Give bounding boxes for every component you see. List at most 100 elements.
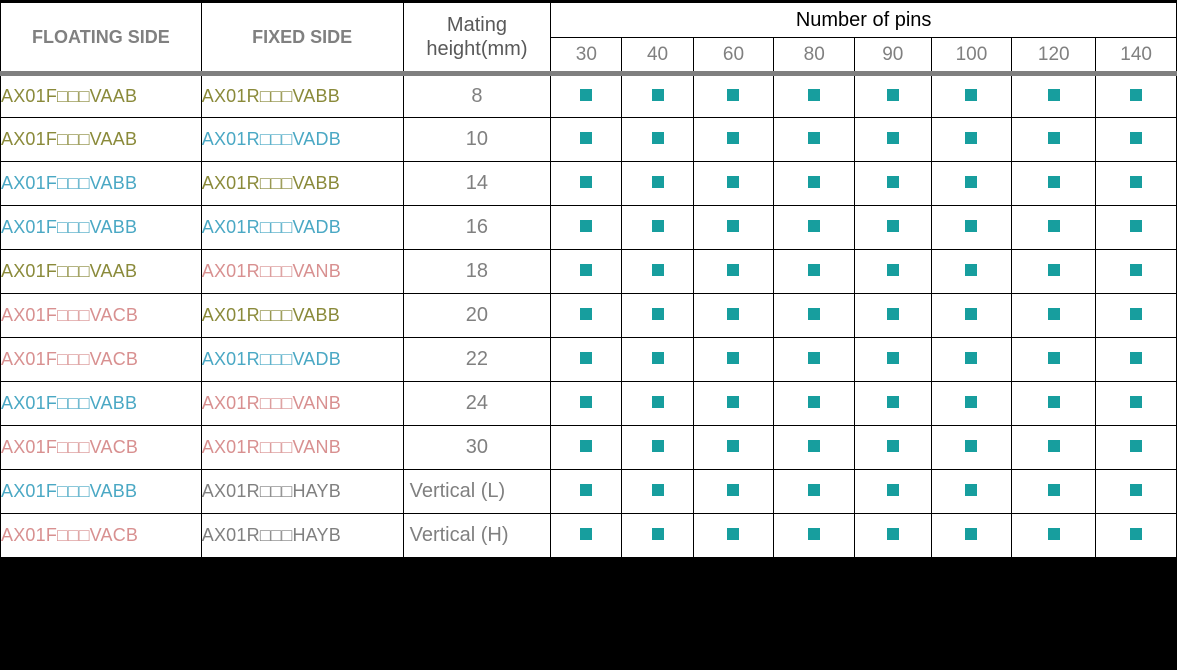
available-marker-icon	[965, 528, 977, 540]
available-marker-icon	[808, 264, 820, 276]
available-marker-icon	[1130, 220, 1142, 232]
available-marker-icon	[1048, 176, 1060, 188]
floating-part: AX01F□□□VABB	[1, 206, 202, 250]
available-marker-icon	[580, 176, 592, 188]
pin-cell	[622, 294, 693, 338]
available-marker-icon	[887, 528, 899, 540]
pin-cell	[1012, 382, 1096, 426]
pin-cell	[693, 470, 774, 514]
available-marker-icon	[887, 352, 899, 364]
floating-part: AX01F□□□VACB	[1, 338, 202, 382]
available-marker-icon	[727, 220, 739, 232]
available-marker-icon	[808, 89, 820, 101]
pin-cell	[774, 250, 855, 294]
pin-cell	[1012, 162, 1096, 206]
pin-cell	[622, 250, 693, 294]
available-marker-icon	[808, 528, 820, 540]
available-marker-icon	[808, 308, 820, 320]
available-marker-icon	[727, 89, 739, 101]
pin-cell	[622, 338, 693, 382]
floating-part: AX01F□□□VAAB	[1, 250, 202, 294]
available-marker-icon	[1130, 176, 1142, 188]
available-marker-icon	[1048, 528, 1060, 540]
available-marker-icon	[1048, 440, 1060, 452]
fixed-part: AX01R□□□VABB	[201, 74, 403, 118]
available-marker-icon	[1130, 89, 1142, 101]
available-marker-icon	[808, 176, 820, 188]
col-pin-100: 100	[931, 38, 1012, 74]
available-marker-icon	[727, 264, 739, 276]
col-floating-side: FLOATING SIDE	[1, 2, 202, 74]
pin-cell	[1096, 514, 1177, 558]
pin-cell	[551, 162, 622, 206]
mating-line2: height(mm)	[426, 38, 527, 60]
available-marker-icon	[887, 89, 899, 101]
available-marker-icon	[652, 396, 664, 408]
pin-cell	[931, 514, 1012, 558]
available-marker-icon	[887, 484, 899, 496]
pin-cell	[551, 294, 622, 338]
pin-cell	[1096, 382, 1177, 426]
available-marker-icon	[887, 220, 899, 232]
mating-height-value: 20	[403, 294, 551, 338]
available-marker-icon	[1048, 132, 1060, 144]
available-marker-icon	[652, 440, 664, 452]
fixed-part: AX01R□□□VANB	[201, 426, 403, 470]
pin-cell	[551, 118, 622, 162]
available-marker-icon	[1048, 89, 1060, 101]
floating-part: AX01F□□□VAAB	[1, 118, 202, 162]
available-marker-icon	[1130, 396, 1142, 408]
available-marker-icon	[965, 132, 977, 144]
pin-cell	[622, 426, 693, 470]
available-marker-icon	[1048, 220, 1060, 232]
mating-height-value: 16	[403, 206, 551, 250]
floating-part: AX01F□□□VACB	[1, 426, 202, 470]
pin-cell	[774, 426, 855, 470]
mating-line1: Mating	[447, 14, 507, 36]
available-marker-icon	[1048, 352, 1060, 364]
pin-cell	[693, 162, 774, 206]
fixed-part: AX01R□□□VADB	[201, 118, 403, 162]
pin-cell	[551, 206, 622, 250]
pin-cell	[855, 382, 931, 426]
fixed-part: AX01R□□□VABB	[201, 294, 403, 338]
available-marker-icon	[652, 132, 664, 144]
available-marker-icon	[580, 132, 592, 144]
table-row: AX01F□□□VAABAX01R□□□VADB10	[1, 118, 1177, 162]
table-body: AX01F□□□VAABAX01R□□□VABB8AX01F□□□VAABAX0…	[1, 74, 1177, 558]
table-row: AX01F□□□VABBAX01R□□□VANB24	[1, 382, 1177, 426]
pin-cell	[1012, 250, 1096, 294]
col-mating-height: Mating height(mm)	[403, 2, 551, 74]
available-marker-icon	[965, 89, 977, 101]
available-marker-icon	[965, 308, 977, 320]
available-marker-icon	[1130, 352, 1142, 364]
col-pin-30: 30	[551, 38, 622, 74]
pin-cell	[855, 206, 931, 250]
compatibility-table: FLOATING SIDE FIXED SIDE Mating height(m…	[0, 0, 1177, 558]
available-marker-icon	[1048, 396, 1060, 408]
pin-cell	[855, 162, 931, 206]
pin-cell	[774, 382, 855, 426]
table-row: AX01F□□□VABBAX01R□□□VABB14	[1, 162, 1177, 206]
pin-cell	[693, 382, 774, 426]
available-marker-icon	[580, 484, 592, 496]
pin-cell	[622, 514, 693, 558]
available-marker-icon	[580, 89, 592, 101]
pin-cell	[551, 514, 622, 558]
page-root: { "colors": { "marker": "#179e9e", "oliv…	[0, 0, 1177, 670]
pin-cell	[1012, 74, 1096, 118]
available-marker-icon	[727, 352, 739, 364]
pin-cell	[1096, 162, 1177, 206]
pin-cell	[1012, 426, 1096, 470]
pin-cell	[855, 118, 931, 162]
pin-cell	[855, 74, 931, 118]
pin-cell	[855, 338, 931, 382]
available-marker-icon	[1130, 440, 1142, 452]
col-pin-40: 40	[622, 38, 693, 74]
pin-cell	[931, 118, 1012, 162]
available-marker-icon	[652, 264, 664, 276]
table-row: AX01F□□□VABBAX01R□□□VADB16	[1, 206, 1177, 250]
available-marker-icon	[965, 352, 977, 364]
available-marker-icon	[1130, 528, 1142, 540]
pin-cell	[693, 514, 774, 558]
